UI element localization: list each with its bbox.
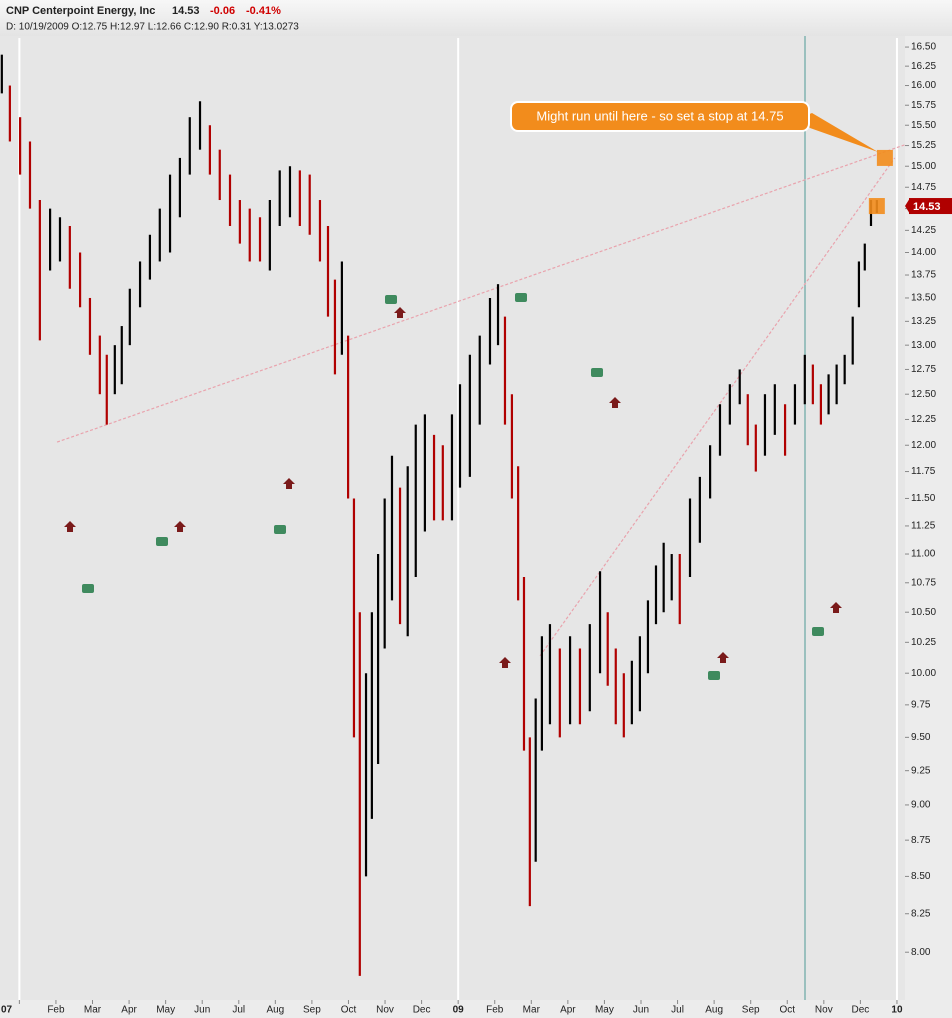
- y-tick-label: 14.75: [911, 182, 936, 193]
- y-tick-label: 10.25: [911, 637, 936, 648]
- x-tick-label: Nov: [376, 1005, 394, 1016]
- y-tick-label: 13.00: [911, 340, 936, 351]
- y-tick-label: 16.25: [911, 61, 936, 72]
- y-tick-label: 12.00: [911, 440, 936, 451]
- y-tick-label: 9.50: [911, 732, 931, 743]
- x-tick-label: Aug: [705, 1005, 723, 1016]
- x-tick-label: Jul: [232, 1005, 245, 1016]
- y-tick-label: 14.00: [911, 247, 936, 258]
- phone-icons: [82, 293, 824, 680]
- change: -0.06: [210, 5, 235, 17]
- callout-box: [510, 101, 810, 132]
- y-tick-label: 10.50: [911, 607, 936, 618]
- y-tick-label: 9.00: [911, 800, 931, 811]
- y-tick-label: 9.75: [911, 700, 931, 711]
- price-tag: [909, 198, 952, 215]
- x-tick-label: Dec: [851, 1005, 869, 1016]
- x-tick-label: Jun: [194, 1005, 210, 1016]
- y-tick-label: 8.00: [911, 947, 931, 958]
- y-tick-label: 11.75: [911, 466, 936, 477]
- x-tick-label: Jul: [671, 1005, 684, 1016]
- x-tick-label: Aug: [266, 1005, 284, 1016]
- x-tick-label: Mar: [523, 1005, 541, 1016]
- change-pct: -0.41%: [246, 5, 281, 17]
- last-price: 14.53: [172, 5, 200, 17]
- x-tick-label: Sep: [742, 1005, 760, 1016]
- y-tick-label: 12.25: [911, 414, 936, 425]
- stop-marker: [868, 198, 885, 215]
- y-tick-label: 13.50: [911, 293, 936, 304]
- header: [0, 0, 952, 36]
- y-tick-label: 15.75: [911, 100, 936, 111]
- y-tick-label: 11.25: [911, 521, 936, 532]
- x-tick-label: Apr: [121, 1005, 137, 1016]
- y-tick-label: 9.25: [911, 765, 931, 776]
- x-tick-label: Jun: [633, 1005, 649, 1016]
- price-tag-label: 14.53: [913, 201, 941, 213]
- x-tick-label: Feb: [47, 1005, 65, 1016]
- y-tick-label: 15.00: [911, 161, 936, 172]
- y-tick-label: 8.25: [911, 908, 931, 919]
- x-tick-label: Oct: [341, 1005, 357, 1016]
- chart-title: CNP Centerpoint Energy, Inc: [6, 5, 155, 17]
- y-tick-label: 8.75: [911, 835, 931, 846]
- y-tick-label: 16.50: [911, 42, 936, 53]
- callout-text: Might run until here - so set a stop at …: [536, 108, 783, 123]
- x-tick-label: 10: [891, 1005, 903, 1016]
- info-line: D: 10/19/2009 O:12.75 H:12.97 L:12.66 C:…: [6, 22, 299, 33]
- price-tag-pointer: [905, 198, 910, 215]
- event-icons: [64, 307, 842, 668]
- y-tick-label: 13.25: [911, 316, 936, 327]
- x-tick-label: Apr: [560, 1005, 576, 1016]
- y-tick-label: 16.00: [911, 80, 936, 91]
- y-tick-label: 12.50: [911, 389, 936, 400]
- y-tick-label: 12.75: [911, 364, 936, 375]
- y-tick-label: 11.50: [911, 493, 936, 504]
- x-tick-label: 07: [1, 1005, 13, 1016]
- y-tick-label: 10.00: [911, 668, 936, 679]
- x-tick-label: Nov: [815, 1005, 833, 1016]
- y-tick-label: 10.75: [911, 577, 936, 588]
- x-tick-label: May: [595, 1005, 614, 1016]
- y-tick-label: 15.25: [911, 140, 936, 151]
- x-tick-label: Dec: [413, 1005, 431, 1016]
- stop-marker: [876, 149, 893, 166]
- x-tick-label: Oct: [779, 1005, 795, 1016]
- x-tick-label: 09: [453, 1005, 465, 1016]
- x-tick-label: May: [156, 1005, 175, 1016]
- callout-arrow: [800, 113, 878, 152]
- y-tick-label: 11.00: [911, 549, 936, 560]
- x-tick-label: Sep: [303, 1005, 321, 1016]
- x-tick-label: Feb: [486, 1005, 504, 1016]
- y-tick-label: 15.50: [911, 120, 936, 131]
- x-tick-label: Mar: [84, 1005, 102, 1016]
- y-tick-label: 14.25: [911, 225, 936, 236]
- x-axis-panel: [0, 1000, 905, 1018]
- y-tick-label: 8.50: [911, 871, 931, 882]
- y-tick-label: 13.75: [911, 270, 936, 281]
